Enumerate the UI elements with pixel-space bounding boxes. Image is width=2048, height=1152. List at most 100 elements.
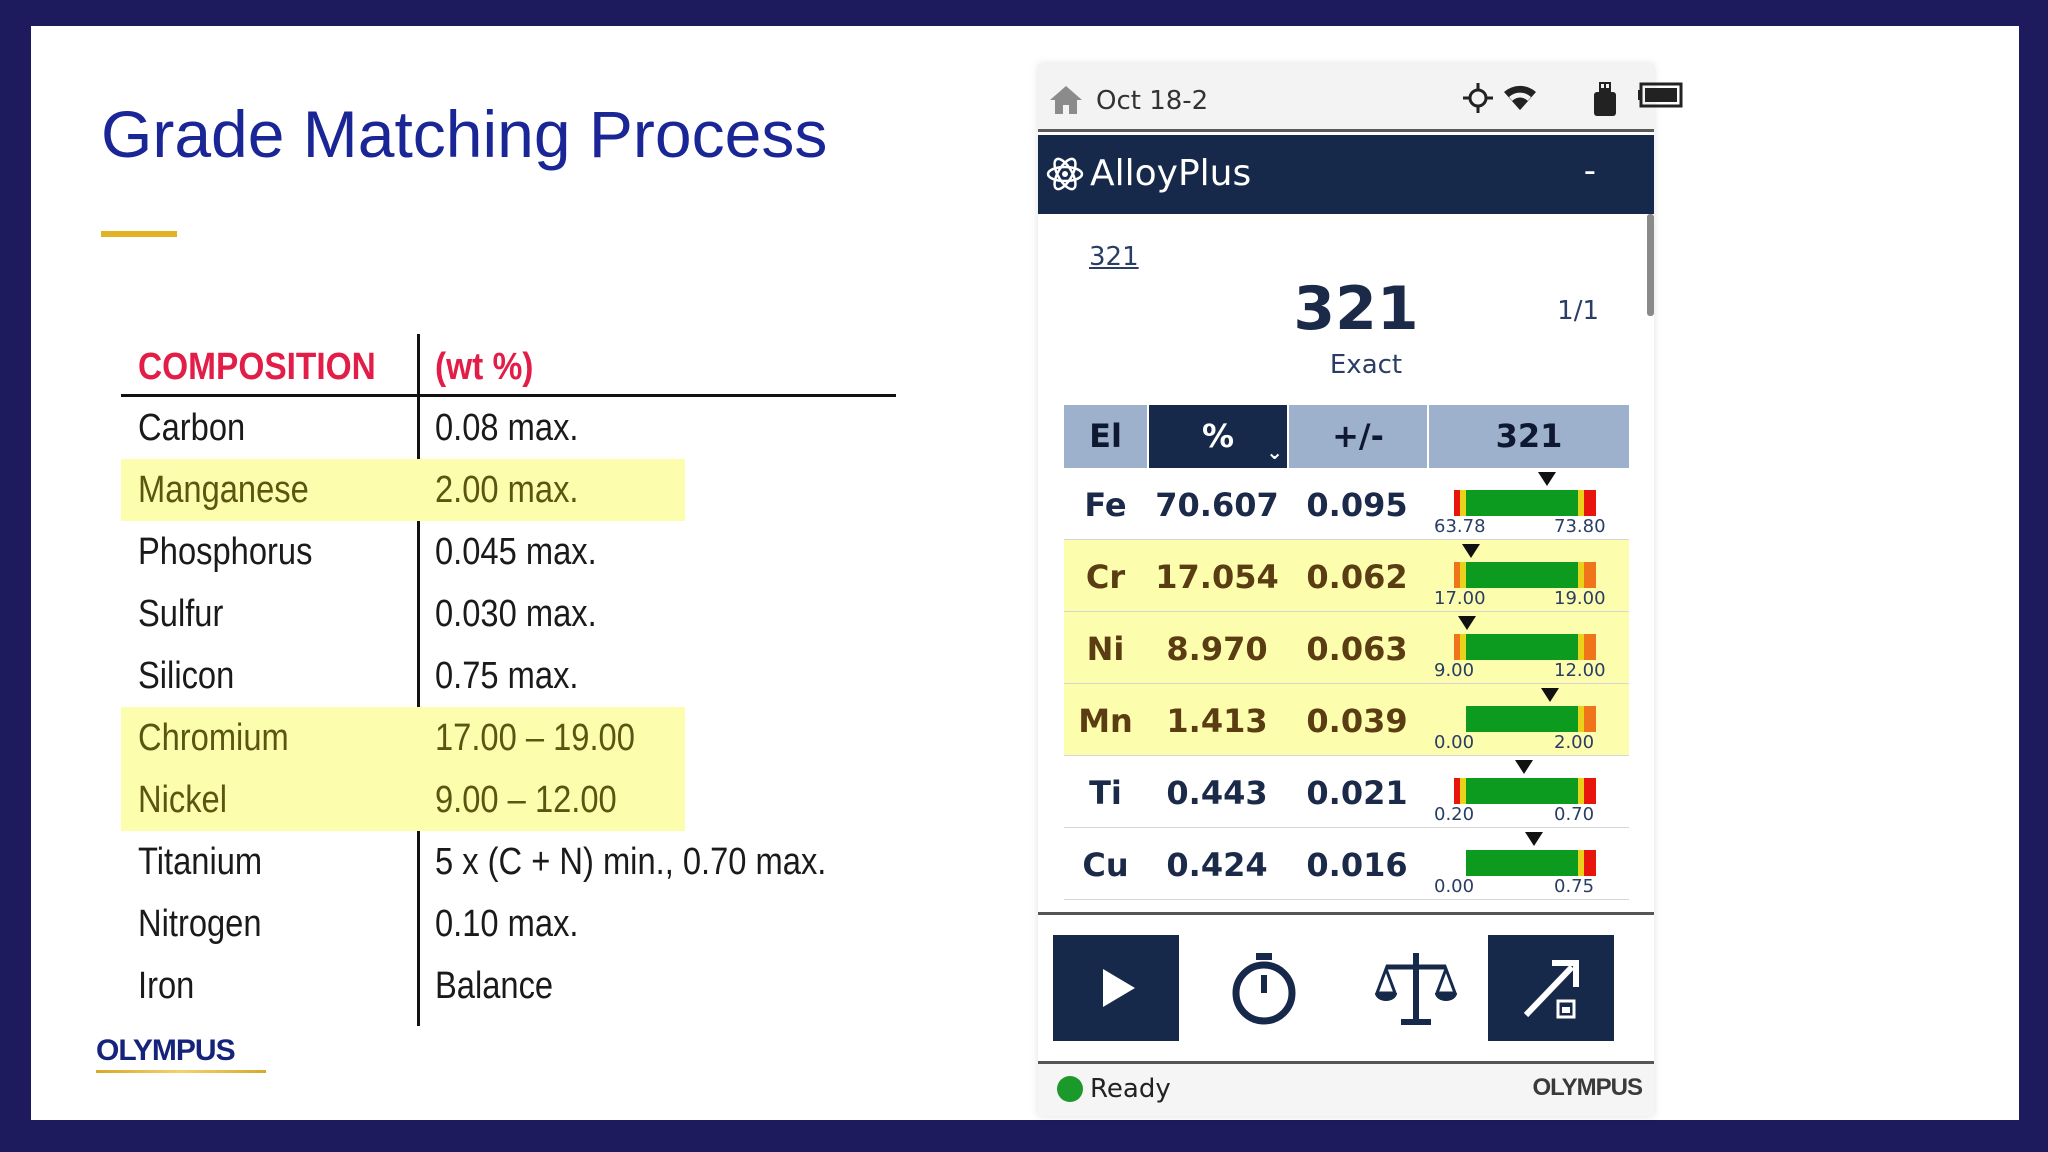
result-row[interactable]: Mn 1.413 0.039 0.00 2.00 xyxy=(1064,684,1629,756)
element-name: Titanium xyxy=(138,841,263,883)
element-name: Carbon xyxy=(138,407,246,449)
element-value: 9.00 – 12.00 xyxy=(435,779,617,821)
table-row: Sulfur 0.030 max. xyxy=(121,583,896,645)
result-row[interactable]: Cu 0.424 0.016 0.00 0.75 xyxy=(1064,828,1629,900)
play-button[interactable] xyxy=(1053,935,1179,1041)
element-symbol: Cu xyxy=(1082,846,1129,884)
header-divider xyxy=(121,394,896,397)
gauge-pointer xyxy=(1462,544,1481,558)
header-grade[interactable]: 321 xyxy=(1429,405,1629,468)
element-error: 0.016 xyxy=(1306,846,1408,884)
matched-grade: 321 xyxy=(1293,274,1419,344)
gauge-green xyxy=(1466,850,1578,876)
header-element[interactable]: El xyxy=(1064,405,1147,468)
compare-button[interactable] xyxy=(1353,935,1479,1041)
spec-gauge xyxy=(1454,760,1598,804)
device-brand: OLYMPUS xyxy=(1532,1074,1643,1101)
element-name: Chromium xyxy=(138,717,289,759)
element-percent: 1.413 xyxy=(1166,702,1268,740)
app-name: AlloyPlus xyxy=(1090,153,1252,194)
element-symbol: Mn xyxy=(1078,702,1133,740)
gauge-pointer xyxy=(1515,760,1534,774)
element-symbol: Fe xyxy=(1084,486,1127,524)
element-value: 17.00 – 19.00 xyxy=(435,717,635,759)
gauge-low-red xyxy=(1454,778,1460,804)
status-text: Ready xyxy=(1090,1074,1171,1104)
gauge-high-red xyxy=(1584,850,1596,876)
export-button[interactable] xyxy=(1488,935,1614,1041)
spec-gauge xyxy=(1454,832,1598,876)
gauge-green xyxy=(1466,490,1578,516)
grade-link[interactable]: 321 xyxy=(1089,242,1139,272)
spec-gauge xyxy=(1454,616,1598,660)
gauge-max-label: 19.00 xyxy=(1554,588,1606,609)
element-value: 0.08 max. xyxy=(435,407,579,449)
element-symbol: Cr xyxy=(1085,558,1126,596)
table-row: Nickel 9.00 – 12.00 xyxy=(121,769,896,831)
element-value: 5 x (C + N) min., 0.70 max. xyxy=(435,841,827,883)
gauge-green xyxy=(1466,562,1578,588)
gauge-green xyxy=(1466,778,1578,804)
result-row[interactable]: Ni 8.970 0.063 9.00 12.00 xyxy=(1064,612,1629,684)
gauge-low-yellow xyxy=(1460,778,1466,804)
element-name: Nickel xyxy=(138,779,227,821)
play-icon xyxy=(1103,969,1135,1007)
composition-table: COMPOSITION (wt %) Carbon 0.08 max. Manga… xyxy=(121,306,896,1026)
gauge-min-label: 17.00 xyxy=(1434,588,1486,609)
chevron-down-icon: ⌄ xyxy=(1266,440,1283,464)
result-row[interactable]: Fe 70.607 0.095 63.78 73.80 xyxy=(1064,468,1629,540)
element-name: Silicon xyxy=(138,655,235,697)
app-menu-button[interactable]: - xyxy=(1583,151,1596,191)
usb-icon xyxy=(1592,82,1618,121)
gauge-green xyxy=(1466,706,1578,732)
gauge-high-red xyxy=(1584,562,1596,588)
device-footer: Ready OLYMPUS xyxy=(1038,1064,1654,1116)
element-percent: 0.424 xyxy=(1166,846,1268,884)
gauge-low-yellow xyxy=(1460,562,1466,588)
gauge-high-red xyxy=(1584,778,1596,804)
element-error: 0.063 xyxy=(1306,630,1408,668)
wifi-icon xyxy=(1502,82,1538,117)
composition-header: COMPOSITION xyxy=(138,346,376,388)
table-row: Silicon 0.75 max. xyxy=(121,645,896,707)
results-rows: Fe 70.607 0.095 63.78 73.80 Cr 17.054 0.062 17.0… xyxy=(1064,468,1629,900)
result-row[interactable]: Ti 0.443 0.021 0.20 0.70 xyxy=(1064,756,1629,828)
gauge-max-label: 0.75 xyxy=(1554,876,1595,897)
gauge-low-yellow xyxy=(1460,490,1466,516)
gauge-low-red xyxy=(1454,490,1460,516)
table-row: Carbon 0.08 max. xyxy=(121,397,896,459)
scrollbar[interactable] xyxy=(1647,214,1654,316)
gps-icon xyxy=(1462,82,1494,119)
gauge-high-red xyxy=(1584,634,1596,660)
header-error[interactable]: +/- xyxy=(1289,405,1427,468)
spec-gauge xyxy=(1454,688,1598,732)
spec-gauge xyxy=(1454,544,1598,588)
table-row: Manganese 2.00 max. xyxy=(121,459,896,521)
table-row: Iron Balance xyxy=(121,955,896,1017)
gauge-high-red xyxy=(1584,706,1596,732)
status-bar: Oct 18-2 xyxy=(1038,64,1683,132)
element-percent: 0.443 xyxy=(1166,774,1268,812)
scale-icon xyxy=(1374,953,1458,1025)
status-dot xyxy=(1057,1076,1083,1102)
slide: Grade Matching Process COMPOSITION (wt %… xyxy=(31,26,2019,1120)
element-value: 0.10 max. xyxy=(435,903,579,945)
results-table: El % ⌄ +/- 321 Fe 70.607 0.095 63.78 73.80 Cr… xyxy=(1064,405,1629,900)
table-row: Phosphorus 0.045 max. xyxy=(121,521,896,583)
element-symbol: Ni xyxy=(1086,630,1125,668)
element-error: 0.039 xyxy=(1306,702,1408,740)
header-percent[interactable]: % ⌄ xyxy=(1149,405,1287,468)
results-header: El % ⌄ +/- 321 xyxy=(1064,405,1629,468)
element-percent: 17.054 xyxy=(1155,558,1279,596)
result-row[interactable]: Cr 17.054 0.062 17.00 19.00 xyxy=(1064,540,1629,612)
gauge-min-label: 0.00 xyxy=(1434,732,1475,753)
element-error: 0.095 xyxy=(1306,486,1408,524)
column-divider xyxy=(417,334,420,1026)
home-icon[interactable] xyxy=(1048,84,1084,121)
element-name: Manganese xyxy=(138,469,309,511)
gauge-max-label: 0.70 xyxy=(1554,804,1595,825)
gauge-min-label: 0.00 xyxy=(1434,876,1475,897)
app-bar: AlloyPlus - xyxy=(1038,135,1654,214)
timer-button[interactable] xyxy=(1201,935,1327,1041)
gauge-high-yellow xyxy=(1578,778,1584,804)
